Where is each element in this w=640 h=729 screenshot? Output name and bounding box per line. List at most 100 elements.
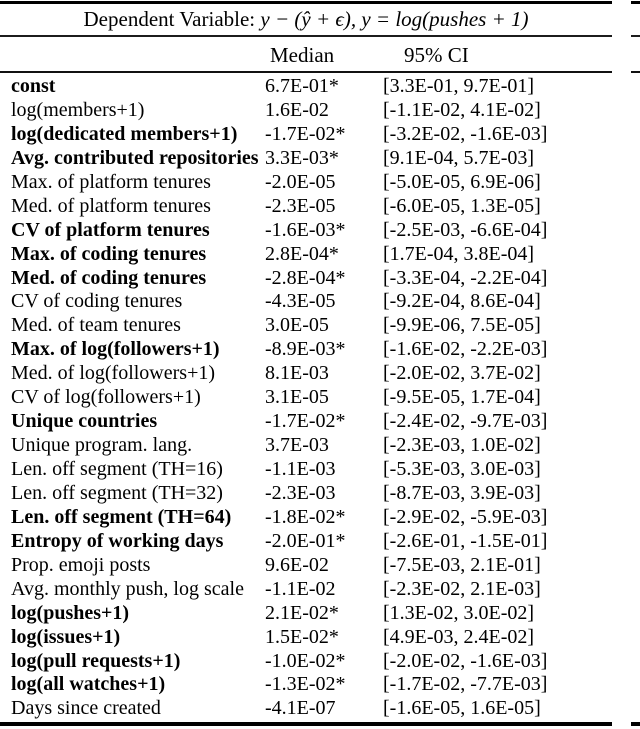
table-row: Max. of log(followers+1) -8.9E-03* [-1.6…: [0, 338, 612, 362]
median-value: 8.1E-03: [265, 362, 329, 385]
row-label: Unique program. lang.: [11, 434, 193, 457]
median-value: -1.1E-03: [265, 458, 336, 480]
table-row: Len. off segment (TH=64) -1.8E-02* [-2.9…: [0, 506, 612, 530]
table-row: Unique countries -1.7E-02* [-2.4E-02, -9…: [0, 410, 612, 434]
ci-value: [-1.1E-02, 4.1E-02]: [383, 98, 541, 121]
table-row: CV of platform tenures -1.6E-03* [-2.5E-…: [0, 219, 612, 243]
ci-value: [-5.0E-05, 6.9E-06]: [383, 170, 541, 193]
ci-value: [1.3E-02, 3.0E-02]: [383, 601, 535, 624]
row-label: log(members+1): [11, 98, 145, 121]
median-value: 3.0E-05: [265, 314, 329, 337]
table-top-rule: [0, 1, 612, 4]
table-row: log(issues+1) 1.5E-02* [4.9E-03, 2.4E-02…: [0, 626, 612, 650]
row-label: Max. of platform tenures: [11, 170, 211, 193]
median-value: -1.3E-02*: [265, 673, 346, 696]
median-value: -2.3E-05: [265, 194, 336, 217]
row-label: Med. of platform tenures: [11, 194, 211, 217]
ci-value: [-9.5E-05, 1.7E-04]: [383, 386, 541, 409]
table-row: Med. of team tenures 3.0E-05 [-9.9E-06, …: [0, 314, 612, 338]
ci-value: [-1.7E-02, -7.7E-03]: [383, 673, 548, 696]
row-label: log(issues+1): [11, 625, 121, 648]
row-label: log(pull requests+1): [11, 649, 181, 672]
row-label: Len. off segment (TH=32): [11, 481, 223, 504]
row-label: Prop. emoji posts: [11, 553, 151, 576]
table-row: log(members+1) 1.6E-02 [-1.1E-02, 4.1E-0…: [0, 99, 612, 123]
table-body: const 6.7E-01* [3.3E-01, 9.7E-01] log(me…: [0, 75, 612, 721]
row-label: Unique countries: [11, 410, 158, 433]
table-row: Med. of coding tenures -2.8E-04* [-3.3E-…: [0, 267, 612, 291]
median-value: 2.8E-04*: [265, 242, 339, 265]
table-row: Prop. emoji posts 9.6E-02 [-7.5E-03, 2.1…: [0, 554, 612, 578]
column-header-median: Median: [270, 43, 335, 67]
table-row: Max. of coding tenures 2.8E-04* [1.7E-04…: [0, 243, 612, 267]
table-row: Entropy of working days -2.0E-01* [-2.6E…: [0, 530, 612, 554]
header-separator-rule: [0, 71, 612, 73]
row-label: Avg. monthly push, log scale: [11, 577, 244, 600]
ci-value: [-2.9E-02, -5.9E-03]: [383, 505, 548, 528]
median-value: -4.3E-05: [265, 290, 336, 313]
median-value: -2.8E-04*: [265, 266, 346, 289]
table-row: Avg. monthly push, log scale -1.1E-02 [-…: [0, 578, 612, 602]
table-row: log(dedicated members+1) -1.7E-02* [-3.2…: [0, 123, 612, 147]
ci-value: [-2.5E-03, -6.6E-04]: [383, 218, 548, 241]
row-label: Len. off segment (TH=64): [11, 505, 232, 528]
title-prefix: Dependent Variable:: [83, 7, 261, 31]
ci-value: [-8.7E-03, 3.9E-03]: [383, 481, 541, 504]
median-value: -2.3E-03: [265, 481, 336, 504]
median-value: 2.1E-02*: [265, 601, 339, 624]
row-label: Med. of coding tenures: [11, 266, 207, 289]
adjacent-table-top-rule-fragment: [631, 1, 640, 4]
title-separator-rule: [0, 35, 612, 37]
ci-value: [-6.0E-05, 1.3E-05]: [383, 194, 541, 217]
ci-value: [-2.0E-02, -1.6E-03]: [383, 649, 548, 672]
median-value: 3.3E-03*: [265, 146, 339, 169]
row-label: CV of platform tenures: [11, 218, 210, 241]
ci-value: [-2.3E-03, 1.0E-02]: [383, 434, 541, 457]
median-value: 3.7E-03: [265, 434, 329, 457]
median-value: -8.9E-03*: [265, 338, 346, 361]
adjacent-table-mid-rule-fragment: [631, 35, 640, 37]
median-value: -1.7E-02*: [265, 410, 346, 433]
table-row: Days since created -4.1E-07 [-1.6E-05, 1…: [0, 697, 612, 721]
dependent-variable-title: Dependent Variable: y − (ŷ + ϵ), y = log…: [0, 5, 612, 33]
row-label: Len. off segment (TH=16): [11, 458, 223, 480]
table-row: const 6.7E-01* [3.3E-01, 9.7E-01]: [0, 75, 612, 99]
median-value: -1.0E-02*: [265, 649, 346, 672]
table-row: CV of log(followers+1) 3.1E-05 [-9.5E-05…: [0, 386, 612, 410]
table-row: log(pushes+1) 2.1E-02* [1.3E-02, 3.0E-02…: [0, 602, 612, 626]
ci-value: [-2.3E-02, 2.1E-03]: [383, 577, 541, 600]
median-value: -1.7E-02*: [265, 122, 346, 145]
ci-value: [3.3E-01, 9.7E-01]: [383, 75, 535, 97]
table-row: log(all watches+1) -1.3E-02* [-1.7E-02, …: [0, 673, 612, 697]
ci-value: [-7.5E-03, 2.1E-01]: [383, 553, 541, 576]
ci-value: [-1.6E-02, -2.2E-03]: [383, 338, 548, 361]
median-value: 9.6E-02: [265, 553, 329, 576]
table-row: Unique program. lang. 3.7E-03 [-2.3E-03,…: [0, 434, 612, 458]
row-label: Med. of log(followers+1): [11, 362, 216, 385]
row-label: CV of log(followers+1): [11, 386, 201, 409]
row-label: const: [11, 75, 56, 97]
adjacent-table-header-rule-fragment: [631, 71, 640, 73]
median-value: 1.5E-02*: [265, 625, 339, 648]
table-row: Len. off segment (TH=16) -1.1E-03 [-5.3E…: [0, 458, 612, 482]
median-value: -4.1E-07: [265, 697, 336, 720]
row-label: CV of coding tenures: [11, 290, 183, 313]
table-row: Med. of platform tenures -2.3E-05 [-6.0E…: [0, 195, 612, 219]
table-row: Med. of log(followers+1) 8.1E-03 [-2.0E-…: [0, 362, 612, 386]
row-label: Max. of log(followers+1): [11, 338, 220, 361]
median-value: -2.0E-01*: [265, 529, 346, 552]
row-label: Med. of team tenures: [11, 314, 181, 337]
ci-value: [-9.9E-06, 7.5E-05]: [383, 314, 541, 337]
row-label: Max. of coding tenures: [11, 242, 207, 265]
median-value: -1.6E-03*: [265, 218, 346, 241]
ci-value: [-9.2E-04, 8.6E-04]: [383, 290, 541, 313]
table-row: Len. off segment (TH=32) -2.3E-03 [-8.7E…: [0, 482, 612, 506]
ci-value: [9.1E-04, 5.7E-03]: [383, 146, 535, 169]
median-value: 3.1E-05: [265, 386, 329, 409]
median-value: 1.6E-02: [265, 98, 329, 121]
ci-value: [-2.4E-02, -9.7E-03]: [383, 410, 548, 433]
table-row: Avg. contributed repositories 3.3E-03* […: [0, 147, 612, 171]
median-value: -2.0E-05: [265, 170, 336, 193]
row-label: log(dedicated members+1): [11, 122, 238, 145]
